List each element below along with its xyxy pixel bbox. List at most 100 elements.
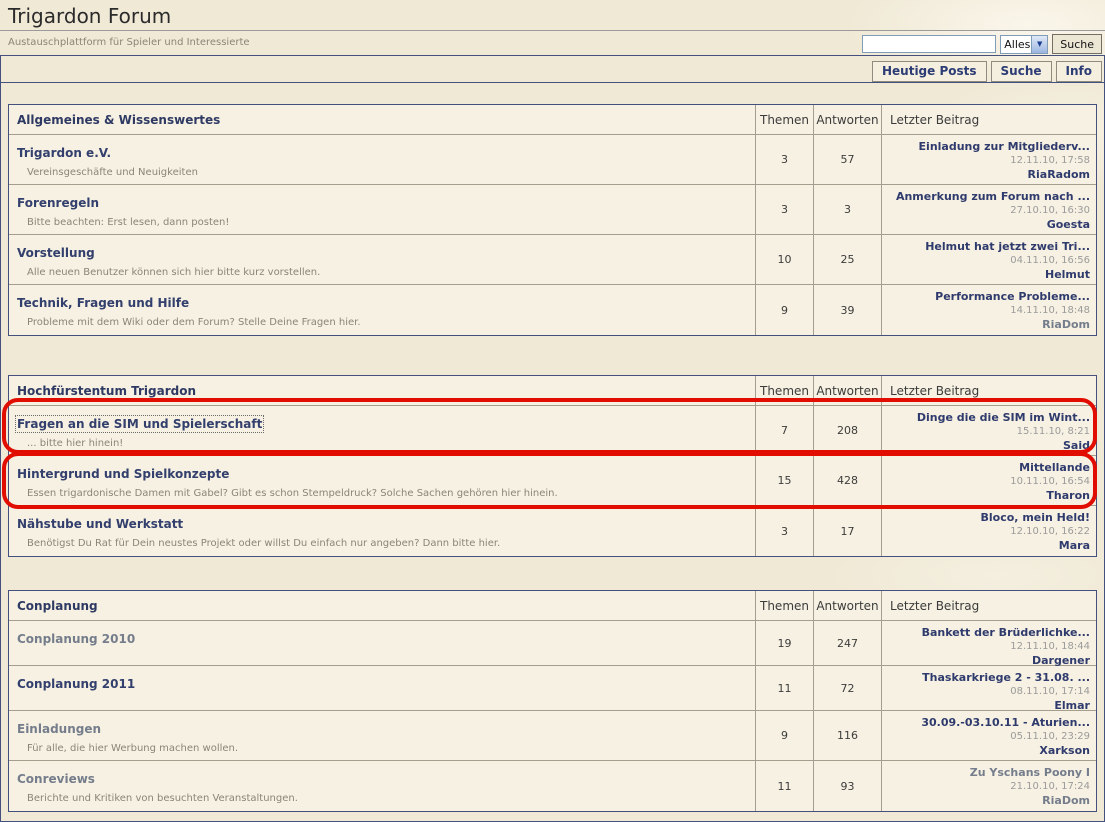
forum-name-cell: Conplanung 2011 <box>9 666 755 711</box>
page-title: Trigardon Forum <box>8 4 172 28</box>
last-post-author-link[interactable]: Elmar <box>1054 699 1090 712</box>
forum-row: Trigardon e.V. Vereinsgeschäfte und Neuig… <box>9 135 1096 185</box>
forum-link[interactable]: Trigardon e.V. <box>17 146 112 160</box>
column-header-themen: Themen <box>755 105 813 135</box>
column-header-themen: Themen <box>755 376 813 406</box>
forum-name-cell: Nähstube und Werkstatt Benötigst Du Rat f… <box>9 506 755 556</box>
reply-count: 39 <box>813 285 881 335</box>
forum-link[interactable]: Forenregeln <box>17 196 99 210</box>
forum-section: Allgemeines & Wissenswertes Themen Antwort… <box>8 104 1097 336</box>
topic-count: 19 <box>755 621 813 666</box>
forum-name-cell: Conreviews Berichte und Kritiken von besu… <box>9 761 755 811</box>
forum-link[interactable]: Nähstube und Werkstatt <box>17 517 184 531</box>
search-input[interactable] <box>862 35 997 53</box>
forum-link[interactable]: Conplanung 2010 <box>17 632 136 646</box>
topic-count: 10 <box>755 235 813 285</box>
column-header-letzter-beitrag: Letzter Beitrag <box>881 376 1096 406</box>
section-title[interactable]: Allgemeines & Wissenswertes <box>9 105 755 135</box>
section-title[interactable]: Hochfürstentum Trigardon <box>9 376 755 406</box>
last-post-title-link[interactable]: Thaskarkriege 2 - 31.08. ... <box>922 671 1090 684</box>
forum-description: Benötigst Du Rat für Dein neustes Projek… <box>27 538 501 549</box>
last-post-author-link[interactable]: Mara <box>1058 539 1090 552</box>
forum-name-cell: Einladungen Für alle, die hier Werbung ma… <box>9 711 755 761</box>
forum-row: Fragen an die SIM und Spielerschaft ... b… <box>9 406 1096 456</box>
last-post-author-link[interactable]: RiaDom <box>1042 318 1090 331</box>
last-post-author-link[interactable]: Tharon <box>1046 489 1090 502</box>
forum-name-cell: Trigardon e.V. Vereinsgeschäfte und Neuig… <box>9 135 755 185</box>
topic-count: 9 <box>755 711 813 761</box>
search-scope-value: Alles <box>1004 37 1031 51</box>
top-navbar: Heutige Posts Suche Info <box>1 56 1104 83</box>
search-submit-button[interactable]: Suche <box>1052 34 1102 54</box>
forum-name-cell: Hintergrund und Spielkonzepte Essen triga… <box>9 456 755 506</box>
last-post-author-link[interactable]: Dargener <box>1031 654 1090 667</box>
last-post-title-link[interactable]: Zu Yschans Poony I <box>969 766 1090 779</box>
forum-link[interactable]: Conplanung 2011 <box>17 677 136 691</box>
reply-count: 25 <box>813 235 881 285</box>
section-title[interactable]: Conplanung <box>9 591 755 621</box>
last-post-title-link[interactable]: Dinge die die SIM im Wint... <box>916 411 1090 424</box>
last-post-date: 05.11.10, 23:29 <box>1010 731 1090 742</box>
last-post-title-link[interactable]: Performance Probleme... <box>935 290 1090 303</box>
last-post-cell: Helmut hat jetzt zwei Tri... 04.11.10, 16… <box>881 235 1096 285</box>
reply-count: 3 <box>813 185 881 235</box>
last-post-author-link[interactable]: RiaDom <box>1042 794 1090 807</box>
forum-description: Für alle, die hier Werbung machen wollen… <box>27 743 239 754</box>
reply-count: 428 <box>813 456 881 506</box>
last-post-cell: Mittellande 10.11.10, 16:54 Tharon <box>881 456 1096 506</box>
last-post-author-link[interactable]: Goesta <box>1046 218 1090 231</box>
last-post-cell: 30.09.-03.10.11 - Aturien... 05.11.10, 23… <box>881 711 1096 761</box>
forum-page-box: Heutige Posts Suche Info Allgemeines & W… <box>0 55 1105 822</box>
last-post-title-link[interactable]: Bankett der Brüderlichke... <box>921 626 1090 639</box>
forum-description: Vereinsgeschäfte und Neuigkeiten <box>27 167 198 178</box>
forum-row: Einladungen Für alle, die hier Werbung ma… <box>9 711 1096 761</box>
last-post-date: 04.11.10, 16:56 <box>1010 255 1090 266</box>
last-post-cell: Bloco, mein Held! 12.10.10, 16:22 Mara <box>881 506 1096 556</box>
last-post-cell: Dinge die die SIM im Wint... 15.11.10, 8:… <box>881 406 1096 456</box>
last-post-date: 10.11.10, 16:54 <box>1010 476 1090 487</box>
search-scope-select[interactable]: Alles ▼ <box>1000 34 1049 54</box>
last-post-title-link[interactable]: Bloco, mein Held! <box>980 511 1090 524</box>
forum-link[interactable]: Hintergrund und Spielkonzepte <box>17 467 230 481</box>
forum-name-cell: Fragen an die SIM und Spielerschaft ... b… <box>9 406 755 456</box>
forum-link[interactable]: Vorstellung <box>17 246 95 260</box>
nav-button-heutige-posts[interactable]: Heutige Posts <box>871 61 987 82</box>
forum-row: Technik, Fragen und Hilfe Probleme mit de… <box>9 285 1096 335</box>
reply-count: 72 <box>813 666 881 711</box>
last-post-author-link[interactable]: Xarkson <box>1039 744 1090 757</box>
column-header-antworten: Antworten <box>813 105 881 135</box>
forum-description: ... bitte hier hinein! <box>27 438 124 449</box>
last-post-cell: Thaskarkriege 2 - 31.08. ... 08.11.10, 17… <box>881 666 1096 712</box>
sub-header: Austauschplattform für Spieler und Inter… <box>0 31 1105 55</box>
column-header-letzter-beitrag: Letzter Beitrag <box>881 591 1096 621</box>
column-header-antworten: Antworten <box>813 591 881 621</box>
forum-link[interactable]: Einladungen <box>17 722 102 736</box>
forum-link[interactable]: Conreviews <box>17 772 95 786</box>
forum-link[interactable]: Technik, Fragen und Hilfe <box>17 296 190 310</box>
chevron-down-icon[interactable]: ▼ <box>1031 35 1048 53</box>
last-post-author-link[interactable]: Said <box>1063 439 1090 452</box>
column-header-themen: Themen <box>755 591 813 621</box>
search-cluster: Alles ▼ Suche <box>862 34 1102 54</box>
last-post-title-link[interactable]: 30.09.-03.10.11 - Aturien... <box>921 716 1090 729</box>
last-post-title-link[interactable]: Mittellande <box>1019 461 1090 474</box>
last-post-author-link[interactable]: RiaRadom <box>1027 168 1090 181</box>
reply-count: 208 <box>813 406 881 456</box>
forum-sections: Allgemeines & Wissenswertes Themen Antwort… <box>1 104 1104 812</box>
forum-description: Bitte beachten: Erst lesen, dann posten! <box>27 217 230 228</box>
last-post-date: 12.11.10, 17:58 <box>1010 155 1090 166</box>
nav-button-info[interactable]: Info <box>1055 61 1102 82</box>
forum-row: Conplanung 2011 11 72 Thaskarkriege 2 - 31.… <box>9 666 1096 712</box>
last-post-title-link[interactable]: Einladung zur Mitgliederv... <box>918 140 1090 153</box>
topic-count: 11 <box>755 761 813 811</box>
nav-button-suche[interactable]: Suche <box>990 61 1052 82</box>
title-divider <box>0 30 1105 31</box>
last-post-author-link[interactable]: Helmut <box>1045 268 1090 281</box>
last-post-title-link[interactable]: Anmerkung zum Forum nach ... <box>895 190 1090 203</box>
column-header-antworten: Antworten <box>813 376 881 406</box>
last-post-date: 14.11.10, 18:48 <box>1010 305 1090 316</box>
reply-count: 57 <box>813 135 881 185</box>
last-post-title-link[interactable]: Helmut hat jetzt zwei Tri... <box>925 240 1090 253</box>
forum-link[interactable]: Fragen an die SIM und Spielerschaft <box>14 415 265 433</box>
forum-name-cell: Forenregeln Bitte beachten: Erst lesen, d… <box>9 185 755 235</box>
